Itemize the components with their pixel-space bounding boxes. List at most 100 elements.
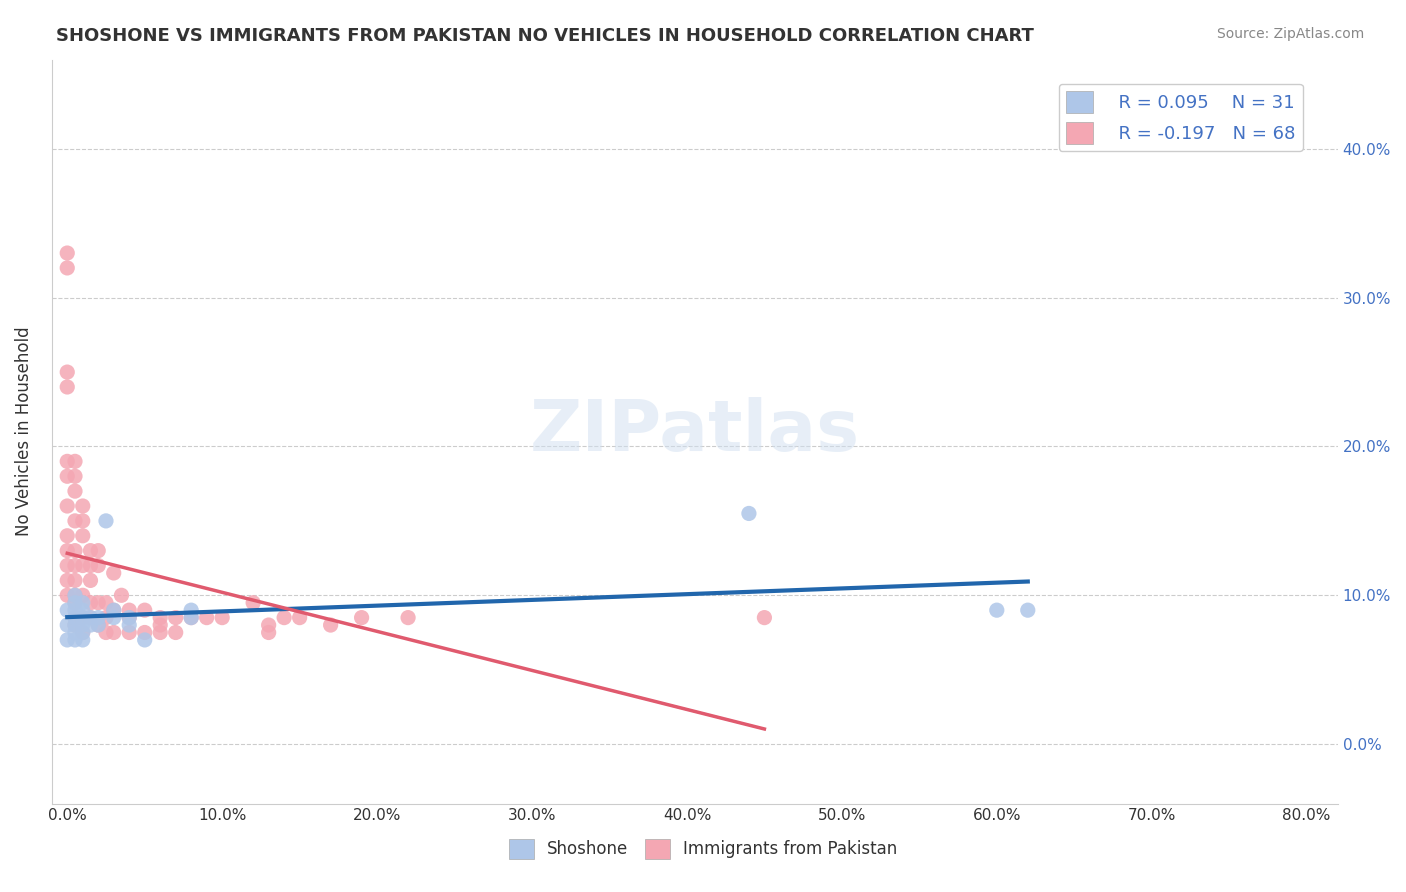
Point bbox=[87, 610, 110, 624]
Point bbox=[56, 588, 79, 602]
Point bbox=[87, 558, 110, 573]
Point bbox=[211, 610, 233, 624]
Point bbox=[180, 610, 202, 624]
Point bbox=[79, 610, 101, 624]
Point bbox=[103, 603, 125, 617]
Point bbox=[63, 596, 86, 610]
Point bbox=[134, 603, 156, 617]
Point bbox=[63, 543, 86, 558]
Point bbox=[118, 610, 141, 624]
Point bbox=[195, 610, 218, 624]
Point bbox=[63, 484, 86, 499]
Point bbox=[103, 610, 125, 624]
Point bbox=[79, 596, 101, 610]
Point bbox=[63, 596, 86, 610]
Point bbox=[134, 632, 156, 647]
Point bbox=[79, 610, 101, 624]
Point bbox=[63, 588, 86, 602]
Point bbox=[56, 380, 79, 394]
Point bbox=[56, 529, 79, 543]
Point bbox=[63, 603, 86, 617]
Point bbox=[738, 507, 761, 521]
Point bbox=[149, 625, 172, 640]
Point bbox=[72, 529, 94, 543]
Point bbox=[63, 618, 86, 632]
Point bbox=[165, 625, 187, 640]
Point bbox=[94, 514, 117, 528]
Point bbox=[754, 610, 776, 624]
Point bbox=[319, 618, 342, 632]
Point bbox=[63, 610, 86, 624]
Point bbox=[72, 588, 94, 602]
Point bbox=[56, 246, 79, 260]
Y-axis label: No Vehicles in Household: No Vehicles in Household bbox=[15, 326, 32, 536]
Text: ZIPatlas: ZIPatlas bbox=[530, 397, 859, 467]
Point bbox=[56, 603, 79, 617]
Point bbox=[63, 514, 86, 528]
Point bbox=[79, 618, 101, 632]
Point bbox=[87, 596, 110, 610]
Point bbox=[72, 596, 94, 610]
Point bbox=[72, 603, 94, 617]
Point bbox=[94, 625, 117, 640]
Point bbox=[986, 603, 1008, 617]
Point bbox=[72, 618, 94, 632]
Point bbox=[56, 469, 79, 483]
Point bbox=[72, 610, 94, 624]
Point bbox=[56, 260, 79, 275]
Point bbox=[63, 469, 86, 483]
Text: Source: ZipAtlas.com: Source: ZipAtlas.com bbox=[1216, 27, 1364, 41]
Point bbox=[63, 632, 86, 647]
Point bbox=[56, 454, 79, 468]
Point bbox=[110, 588, 132, 602]
Point bbox=[94, 596, 117, 610]
Point bbox=[63, 625, 86, 640]
Point bbox=[56, 574, 79, 588]
Point bbox=[257, 625, 280, 640]
Point bbox=[118, 603, 141, 617]
Point bbox=[72, 632, 94, 647]
Point bbox=[103, 566, 125, 580]
Point bbox=[72, 625, 94, 640]
Point bbox=[180, 610, 202, 624]
Point bbox=[1017, 603, 1039, 617]
Point bbox=[72, 558, 94, 573]
Point bbox=[180, 603, 202, 617]
Point bbox=[87, 543, 110, 558]
Point bbox=[396, 610, 419, 624]
Point bbox=[79, 574, 101, 588]
Point bbox=[56, 618, 79, 632]
Point bbox=[56, 558, 79, 573]
Point bbox=[149, 618, 172, 632]
Point bbox=[165, 610, 187, 624]
Point bbox=[273, 610, 295, 624]
Point bbox=[72, 514, 94, 528]
Point bbox=[79, 543, 101, 558]
Point bbox=[56, 365, 79, 379]
Point bbox=[103, 625, 125, 640]
Point bbox=[56, 543, 79, 558]
Point bbox=[118, 625, 141, 640]
Point bbox=[103, 603, 125, 617]
Point bbox=[63, 610, 86, 624]
Point bbox=[94, 610, 117, 624]
Point bbox=[63, 574, 86, 588]
Point bbox=[63, 454, 86, 468]
Point bbox=[257, 618, 280, 632]
Point bbox=[56, 632, 79, 647]
Point bbox=[79, 558, 101, 573]
Point bbox=[72, 625, 94, 640]
Point bbox=[63, 618, 86, 632]
Point bbox=[149, 610, 172, 624]
Point bbox=[134, 625, 156, 640]
Point bbox=[56, 499, 79, 513]
Point bbox=[87, 618, 110, 632]
Point bbox=[63, 588, 86, 602]
Point bbox=[72, 499, 94, 513]
Text: SHOSHONE VS IMMIGRANTS FROM PAKISTAN NO VEHICLES IN HOUSEHOLD CORRELATION CHART: SHOSHONE VS IMMIGRANTS FROM PAKISTAN NO … bbox=[56, 27, 1035, 45]
Point bbox=[288, 610, 311, 624]
Point bbox=[118, 610, 141, 624]
Point bbox=[350, 610, 373, 624]
Point bbox=[87, 618, 110, 632]
Point bbox=[118, 618, 141, 632]
